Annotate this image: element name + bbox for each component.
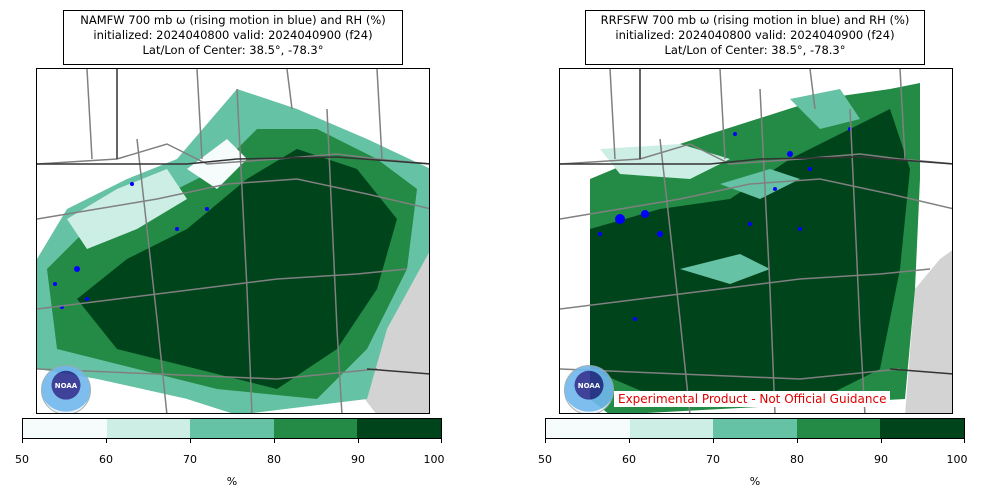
left-tick-80: 80: [267, 453, 281, 466]
colorbar-segment-50-60: [23, 419, 107, 438]
right-title-line3: Lat/Lon of Center: 38.5°, -78.3°: [664, 43, 846, 57]
left-title-line2: initialized: 2024040800 valid: 202404090…: [93, 28, 373, 42]
left-tick-50: 50: [15, 453, 29, 466]
colorbar-segment-50-60: [546, 419, 630, 438]
right-tick-60: 60: [622, 453, 636, 466]
colorbar-segment-90-100: [357, 419, 441, 438]
colorbar-segment-70-80: [190, 419, 274, 438]
right-tick-100: 100: [946, 453, 968, 466]
right-tick-80: 80: [790, 453, 804, 466]
right-map-graphic: [560, 69, 952, 413]
left-tick-60: 60: [99, 453, 113, 466]
left-map-graphic: [37, 69, 429, 413]
colorbar-segment-70-80: [713, 419, 797, 438]
colorbar-segment-90-100: [880, 419, 964, 438]
noaa-logo-icon: NOAA: [564, 365, 614, 413]
left-title-line1: NAMFW 700 mb ω (rising motion in blue) a…: [80, 13, 386, 27]
left-colorbar-unit: %: [226, 475, 238, 488]
left-colorbar: [22, 418, 442, 439]
right-title-line1: RRFSFW 700 mb ω (rising motion in blue) …: [600, 13, 910, 27]
left-title-line3: Lat/Lon of Center: 38.5°, -78.3°: [142, 43, 324, 57]
left-tick-90: 90: [351, 453, 365, 466]
right-title-line2: initialized: 2024040800 valid: 202404090…: [615, 28, 895, 42]
right-colorbar-unit: %: [749, 475, 761, 488]
experimental-disclaimer: Experimental Product - Not Official Guid…: [614, 391, 891, 407]
colorbar-segment-60-70: [629, 419, 714, 438]
left-title-box: NAMFW 700 mb ω (rising motion in blue) a…: [63, 10, 403, 65]
right-title-box: RRFSFW 700 mb ω (rising motion in blue) …: [585, 10, 925, 65]
left-map: NOAA: [36, 68, 430, 414]
colorbar-segment-60-70: [106, 419, 191, 438]
right-tick-90: 90: [874, 453, 888, 466]
left-tick-70: 70: [183, 453, 197, 466]
noaa-logo-icon: NOAA: [41, 365, 91, 413]
right-tick-70: 70: [706, 453, 720, 466]
left-logo-text: NOAA: [54, 382, 78, 390]
colorbar-segment-80-90: [796, 419, 881, 438]
right-colorbar: [545, 418, 965, 439]
right-tick-50: 50: [538, 453, 552, 466]
right-logo-text: NOAA: [577, 382, 601, 390]
left-panel: NAMFW 700 mb ω (rising motion in blue) a…: [0, 0, 445, 503]
right-panel: RRFSFW 700 mb ω (rising motion in blue) …: [523, 0, 968, 503]
left-tick-100: 100: [423, 453, 445, 466]
colorbar-segment-80-90: [273, 419, 358, 438]
right-map: NOAA Experimental Product - Not Official…: [559, 68, 953, 414]
